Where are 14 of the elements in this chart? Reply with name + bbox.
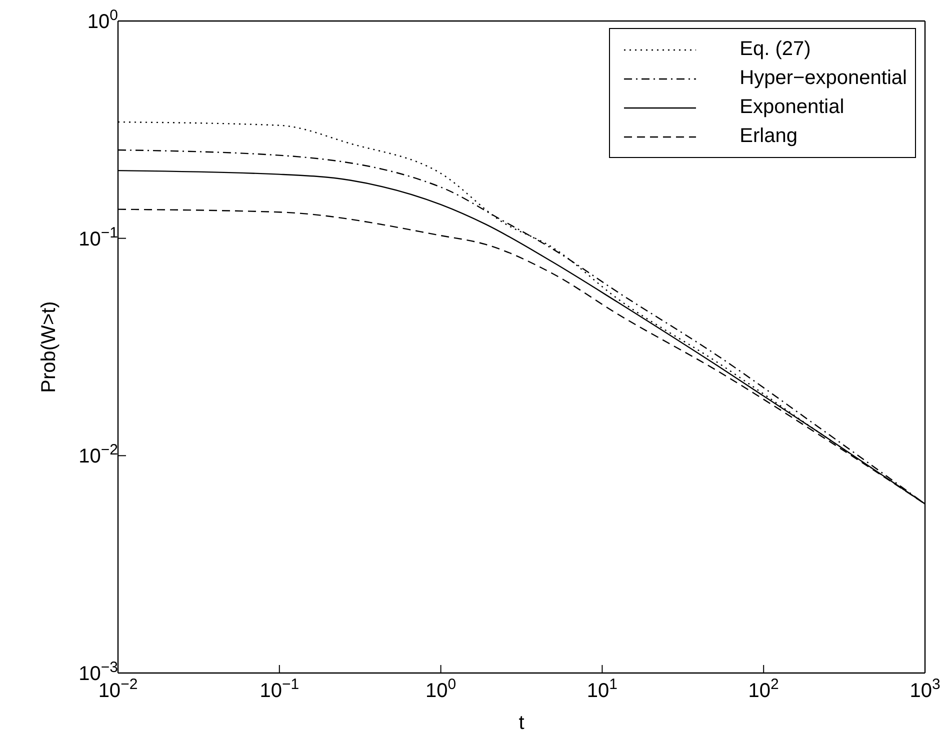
legend-label: Exponential <box>740 96 844 119</box>
legend-label: Eq. (27) <box>740 38 811 61</box>
y-tick-label: 10$^{0}$ <box>87 6 118 33</box>
x-tick-label: 10$^{1}$ <box>586 676 618 702</box>
y-tick-label: 10$^{−1}$ <box>78 224 118 250</box>
legend-label: Erlang <box>740 125 798 148</box>
y-tick-label: 10$^{−2}$ <box>78 441 118 468</box>
y-axis-title: Prob(W>t) <box>38 301 60 393</box>
x-tick-label: 10$^{−1}$ <box>260 676 300 702</box>
x-tick-label: 10$^{0}$ <box>426 676 456 702</box>
x-tick-label: 10$^{3}$ <box>910 676 940 702</box>
legend-label: Hyper−exponential <box>740 67 907 90</box>
x-axis-title: t <box>518 712 525 734</box>
x-tick-label: 10$^{2}$ <box>748 676 779 702</box>
